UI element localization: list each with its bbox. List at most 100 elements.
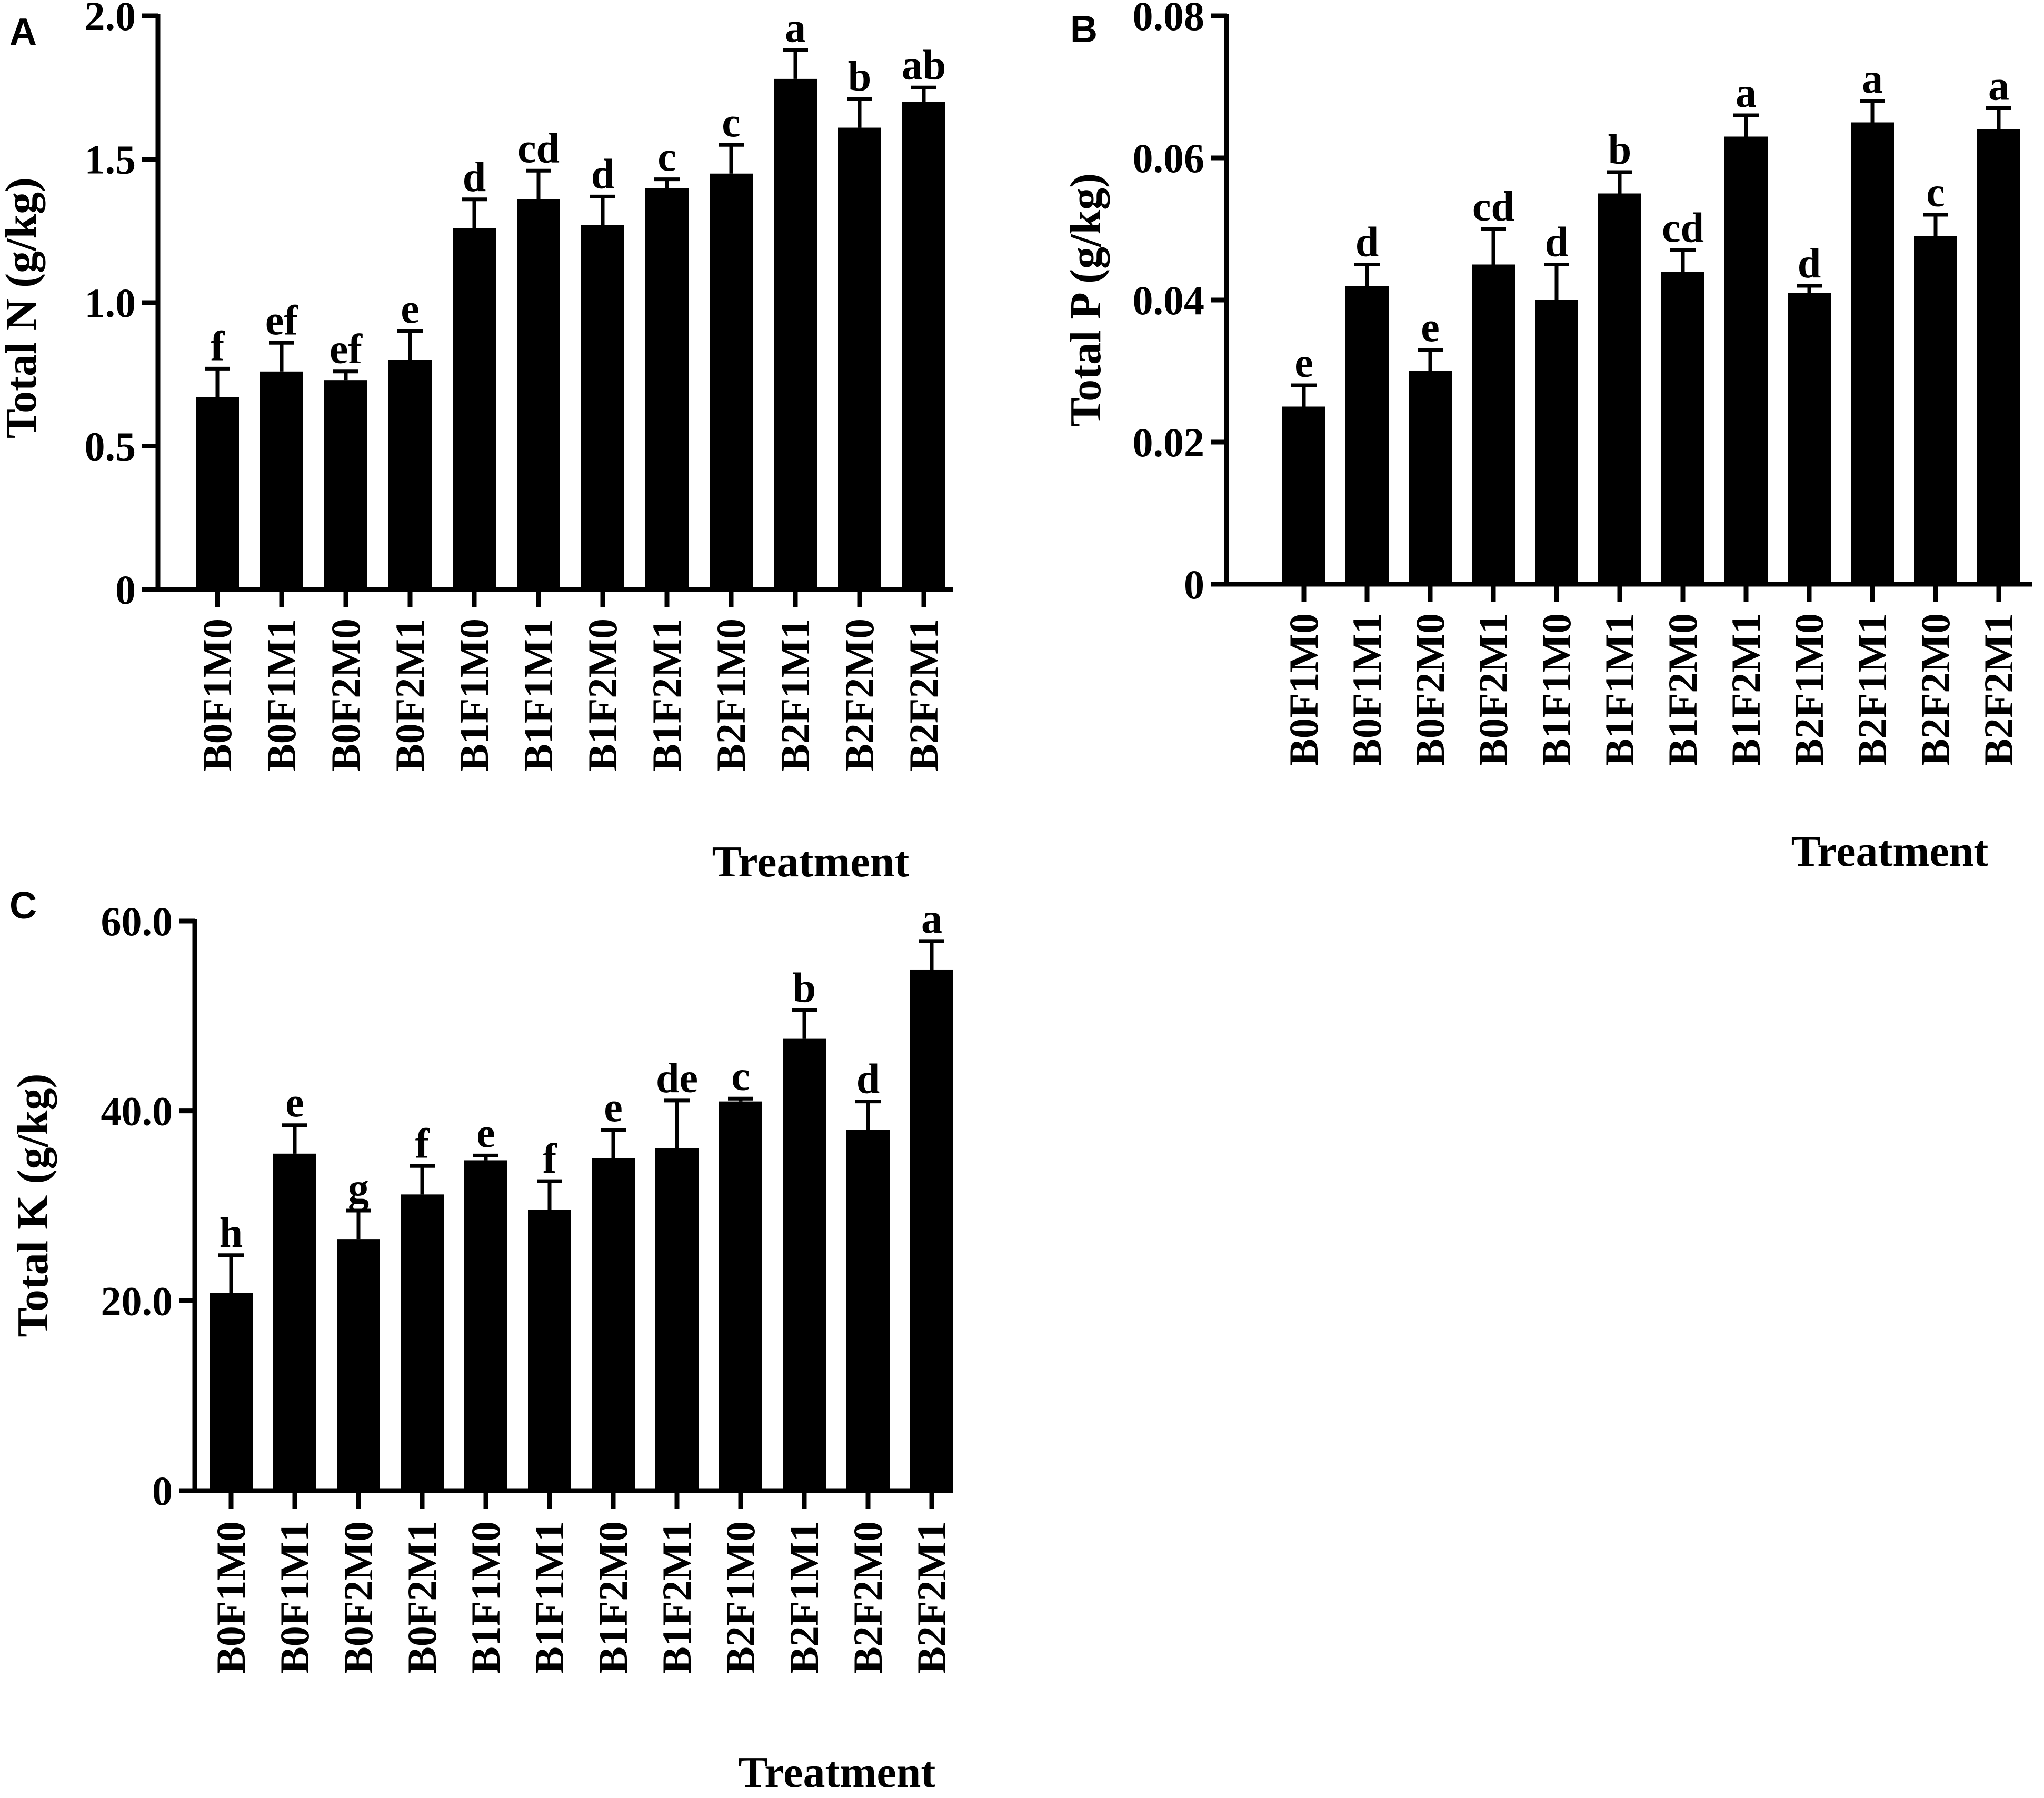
panel-c-y-tick-label: 40.0 <box>101 1088 173 1134</box>
panel-c-bar <box>592 1158 635 1491</box>
panel-c-significance-label: c <box>731 1053 750 1100</box>
panel-a-significance-label: ef <box>330 326 363 373</box>
panel-b-category-label: B1F2M0 <box>1660 613 1706 766</box>
panel-c-bar <box>719 1101 762 1491</box>
panel-b-significance-label: b <box>1608 127 1632 173</box>
panel-a-y-axis-title: Total N (g/kg) <box>0 177 46 438</box>
panel-c-category-label: B1F2M0 <box>590 1521 636 1674</box>
panel-b-y-tick-label: 0.02 <box>1133 419 1205 465</box>
panel-c-letter: C <box>9 885 37 927</box>
panel-a-bar <box>710 173 753 590</box>
panel-c-bar <box>910 969 953 1491</box>
panel-b-significance-label: a <box>1988 63 2009 109</box>
panel-b-bar <box>1472 264 1515 584</box>
panel-b-category-label: B2F1M0 <box>1786 613 1832 766</box>
panel-b-category-label: B1F2M1 <box>1723 613 1769 766</box>
panel-a-bar <box>581 225 624 590</box>
panel-a-bar <box>388 360 432 590</box>
panel-c-bar <box>337 1239 380 1491</box>
panel-a-significance-label: c <box>657 134 676 181</box>
panel-c-y-tick-label: 60.0 <box>101 898 173 944</box>
panel-b-significance-label: cd <box>1662 205 1704 252</box>
panel-b-category-label: B0F1M1 <box>1344 613 1390 766</box>
panel-b-significance-label: cd <box>1472 184 1514 230</box>
panel-c-y-tick-label: 20.0 <box>101 1278 173 1324</box>
panel-a-bar <box>260 371 303 590</box>
panel-a-significance-label: ef <box>265 297 299 344</box>
panel-c-category-label: B2F2M1 <box>909 1521 954 1674</box>
panel-c-significance-label: d <box>856 1056 880 1103</box>
panel-c-category-label: B1F1M1 <box>526 1521 572 1674</box>
panel-c-significance-label: b <box>793 965 816 1012</box>
panel-a-significance-label: e <box>401 286 420 333</box>
panel-b-category-label: B1F1M0 <box>1533 613 1579 766</box>
panel-b-category-label: B0F2M0 <box>1407 613 1453 766</box>
panel-c-bar <box>273 1153 316 1491</box>
panel-a-category-label: B0F2M1 <box>387 618 433 771</box>
panel-c-significance-label: e <box>476 1110 495 1156</box>
panel-c-significance-label: a <box>921 896 942 942</box>
panel-a-category-label: B0F1M0 <box>194 618 240 771</box>
panel-a-category-label: B1F2M0 <box>580 618 625 771</box>
panel-a-significance-label: f <box>211 323 225 369</box>
panel-a-y-tick-label: 0 <box>115 567 136 613</box>
panel-a-letter: A <box>9 11 37 53</box>
panel-b-bar <box>1788 293 1831 584</box>
panel-b-x-axis-title: Treatment <box>1791 827 1989 876</box>
panel-c-bar <box>528 1210 571 1491</box>
panel-b-y-tick-label: 0 <box>1184 562 1204 607</box>
panel-b-significance-label: a <box>1736 70 1757 116</box>
panel-a-category-label: B1F2M1 <box>644 618 690 771</box>
panel-a-significance-label: a <box>785 5 806 51</box>
panel-a-category-label: B2F2M1 <box>901 618 946 771</box>
panel-c-category-label: B2F1M0 <box>717 1521 763 1674</box>
panel-c-bar <box>401 1194 444 1491</box>
panel-b-category-label: B2F1M1 <box>1849 613 1895 766</box>
panel-b-category-label: B2F2M1 <box>1976 613 2021 766</box>
panel-b-letter: B <box>1070 8 1098 51</box>
panel-a-bar <box>324 380 367 590</box>
panel-c-bar <box>210 1293 253 1491</box>
panel-b-y-tick-label: 0.06 <box>1133 135 1205 181</box>
panel-b-significance-label: e <box>1421 305 1440 351</box>
panel-c-category-label: B0F2M1 <box>399 1521 445 1674</box>
panel-b-bar <box>1914 236 1957 584</box>
panel-a-y-tick-label: 1.5 <box>85 137 136 183</box>
panel-a-significance-label: b <box>848 54 872 100</box>
panel-a-bar <box>838 127 881 590</box>
panel-b-bar <box>1535 300 1578 584</box>
panel-c-significance-label: f <box>415 1121 430 1167</box>
panel-c-significance-label: e <box>285 1080 304 1126</box>
panel-b-bar <box>1977 129 2020 584</box>
panel-a-bar <box>453 228 496 590</box>
panel-c-significance-label: h <box>220 1210 243 1256</box>
panel-c-y-axis-title: Total K (g/kg) <box>8 1074 57 1337</box>
panel-b-bar <box>1598 193 1641 584</box>
panel-c-x-axis-title: Treatment <box>739 1748 936 1797</box>
panel-c-bar <box>655 1147 699 1491</box>
panel-c-significance-label: e <box>604 1085 623 1131</box>
panel-b-significance-label: d <box>1545 219 1569 266</box>
panel-a-x-axis-title: Treatment <box>712 837 910 886</box>
panel-b-y-tick-label: 0.04 <box>1133 277 1205 323</box>
panel-a-significance-label: cd <box>517 125 560 172</box>
panel-a-significance-label: ab <box>902 42 946 88</box>
panel-c-y-tick-label: 0 <box>152 1468 173 1514</box>
panel-a-bar <box>645 188 689 590</box>
panel-a-bar <box>196 397 239 590</box>
panel-a-significance-label: d <box>463 154 486 201</box>
panel-b-significance-label: e <box>1294 340 1313 386</box>
panel-a-y-tick-label: 2.0 <box>85 0 136 39</box>
panel-a-bar <box>774 78 817 590</box>
panel-b-category-label: B2F2M0 <box>1912 613 1958 766</box>
panel-c-category-label: B0F1M0 <box>208 1521 254 1674</box>
panel-a-category-label: B0F2M0 <box>323 618 368 771</box>
panel-a-bar <box>517 199 560 590</box>
panel-c-category-label: B0F2M0 <box>335 1521 381 1674</box>
panel-b-y-tick-label: 0.08 <box>1133 0 1205 39</box>
panel-b-category-label: B1F1M1 <box>1597 613 1642 766</box>
panel-a-y-tick-label: 1.0 <box>85 280 136 326</box>
panel-a-significance-label: d <box>591 151 615 197</box>
panel-c-bar <box>783 1038 826 1491</box>
